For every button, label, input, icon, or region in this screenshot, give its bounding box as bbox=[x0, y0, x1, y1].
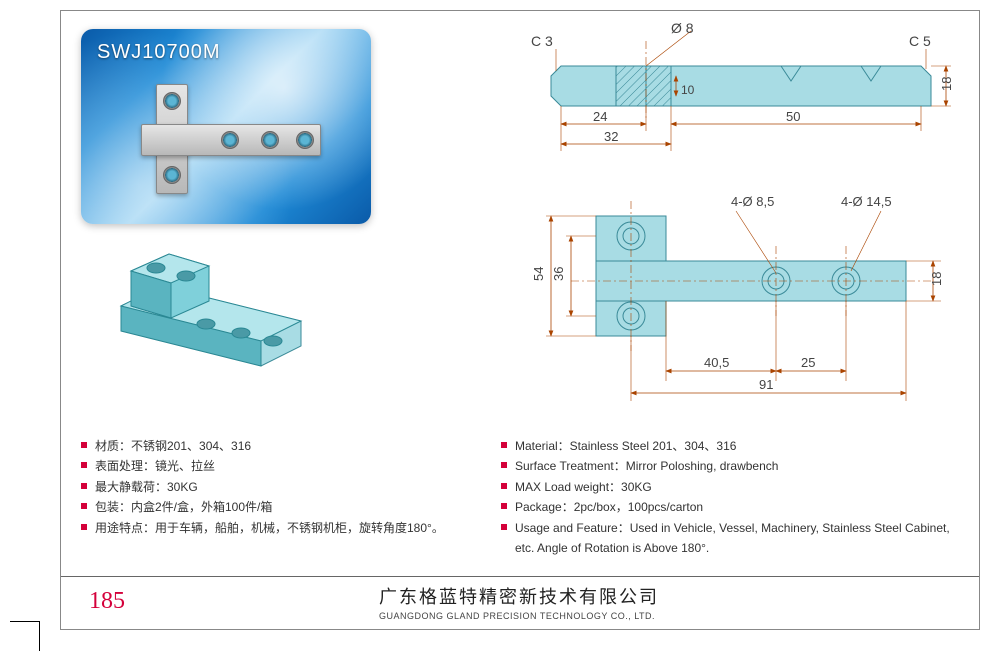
spec-item: Material：Stainless Steel 201、304、316 bbox=[501, 436, 961, 456]
spec-item: Surface Treatment：Mirror Poloshing, draw… bbox=[501, 456, 961, 476]
dim-holes-small: 4-Ø 8,5 bbox=[731, 194, 774, 209]
company-name-cn: 广东格蓝特精密新技术有限公司 bbox=[379, 583, 939, 609]
dim-chamfer-right: C 5 bbox=[909, 33, 931, 49]
spec-item: MAX Load weight：30KG bbox=[501, 477, 961, 497]
drawing-front-view: 4-Ø 8,5 4-Ø 14,5 54 36 18 40,5 bbox=[501, 181, 961, 411]
dim-height-18: 18 bbox=[939, 77, 954, 91]
drawing-top-view: Ø 8 C 3 C 5 18 10 24 32 50 bbox=[501, 21, 961, 166]
crop-mark bbox=[10, 621, 40, 651]
product-model-label: SWJ10700M bbox=[97, 41, 221, 64]
product-photo-card: SWJ10700M bbox=[81, 29, 371, 224]
isometric-render bbox=[101, 246, 351, 406]
footer-divider bbox=[61, 576, 979, 577]
spec-item: 最大静载荷：30KG bbox=[81, 477, 461, 497]
dim-91: 91 bbox=[759, 377, 773, 392]
page-number: 185 bbox=[89, 588, 125, 615]
spec-item: 表面处理：镜光、拉丝 bbox=[81, 456, 461, 476]
spec-item: 用途特点：用于车辆，船舶，机械，不锈钢机柜，旋转角度180°。 bbox=[81, 518, 461, 538]
dim-405: 40,5 bbox=[704, 355, 729, 370]
dim-54: 54 bbox=[531, 267, 546, 281]
dim-25: 25 bbox=[801, 355, 815, 370]
dim-diameter-top: Ø 8 bbox=[671, 21, 694, 36]
dim-50: 50 bbox=[786, 109, 800, 124]
specs-list-cn: 材质：不锈钢201、304、316 表面处理：镜光、拉丝 最大静载荷：30KG … bbox=[81, 436, 461, 538]
dim-chamfer-left: C 3 bbox=[531, 33, 553, 49]
company-block: 广东格蓝特精密新技术有限公司 GUANGDONG GLAND PRECISION… bbox=[379, 583, 939, 621]
dim-36: 36 bbox=[551, 267, 566, 281]
spec-item: 材质：不锈钢201、304、316 bbox=[81, 436, 461, 456]
dim-32: 32 bbox=[604, 129, 618, 144]
dim-18b: 18 bbox=[929, 272, 944, 286]
dim-holes-large: 4-Ø 14,5 bbox=[841, 194, 892, 209]
hinge-photo bbox=[141, 84, 321, 194]
spec-item: Package：2pc/box，100pcs/carton bbox=[501, 497, 961, 517]
spec-item: 包装：内盒2件/盒，外箱100件/箱 bbox=[81, 497, 461, 517]
dim-24: 24 bbox=[593, 109, 607, 124]
catalog-page: SWJ10700M bbox=[60, 10, 980, 630]
dim-depth-10: 10 bbox=[681, 83, 695, 97]
spec-item: Usage and Feature：Used in Vehicle, Vesse… bbox=[501, 518, 961, 559]
company-name-en: GUANGDONG GLAND PRECISION TECHNOLOGY CO.… bbox=[379, 611, 939, 621]
specs-list-en: Material：Stainless Steel 201、304、316 Sur… bbox=[501, 436, 961, 558]
